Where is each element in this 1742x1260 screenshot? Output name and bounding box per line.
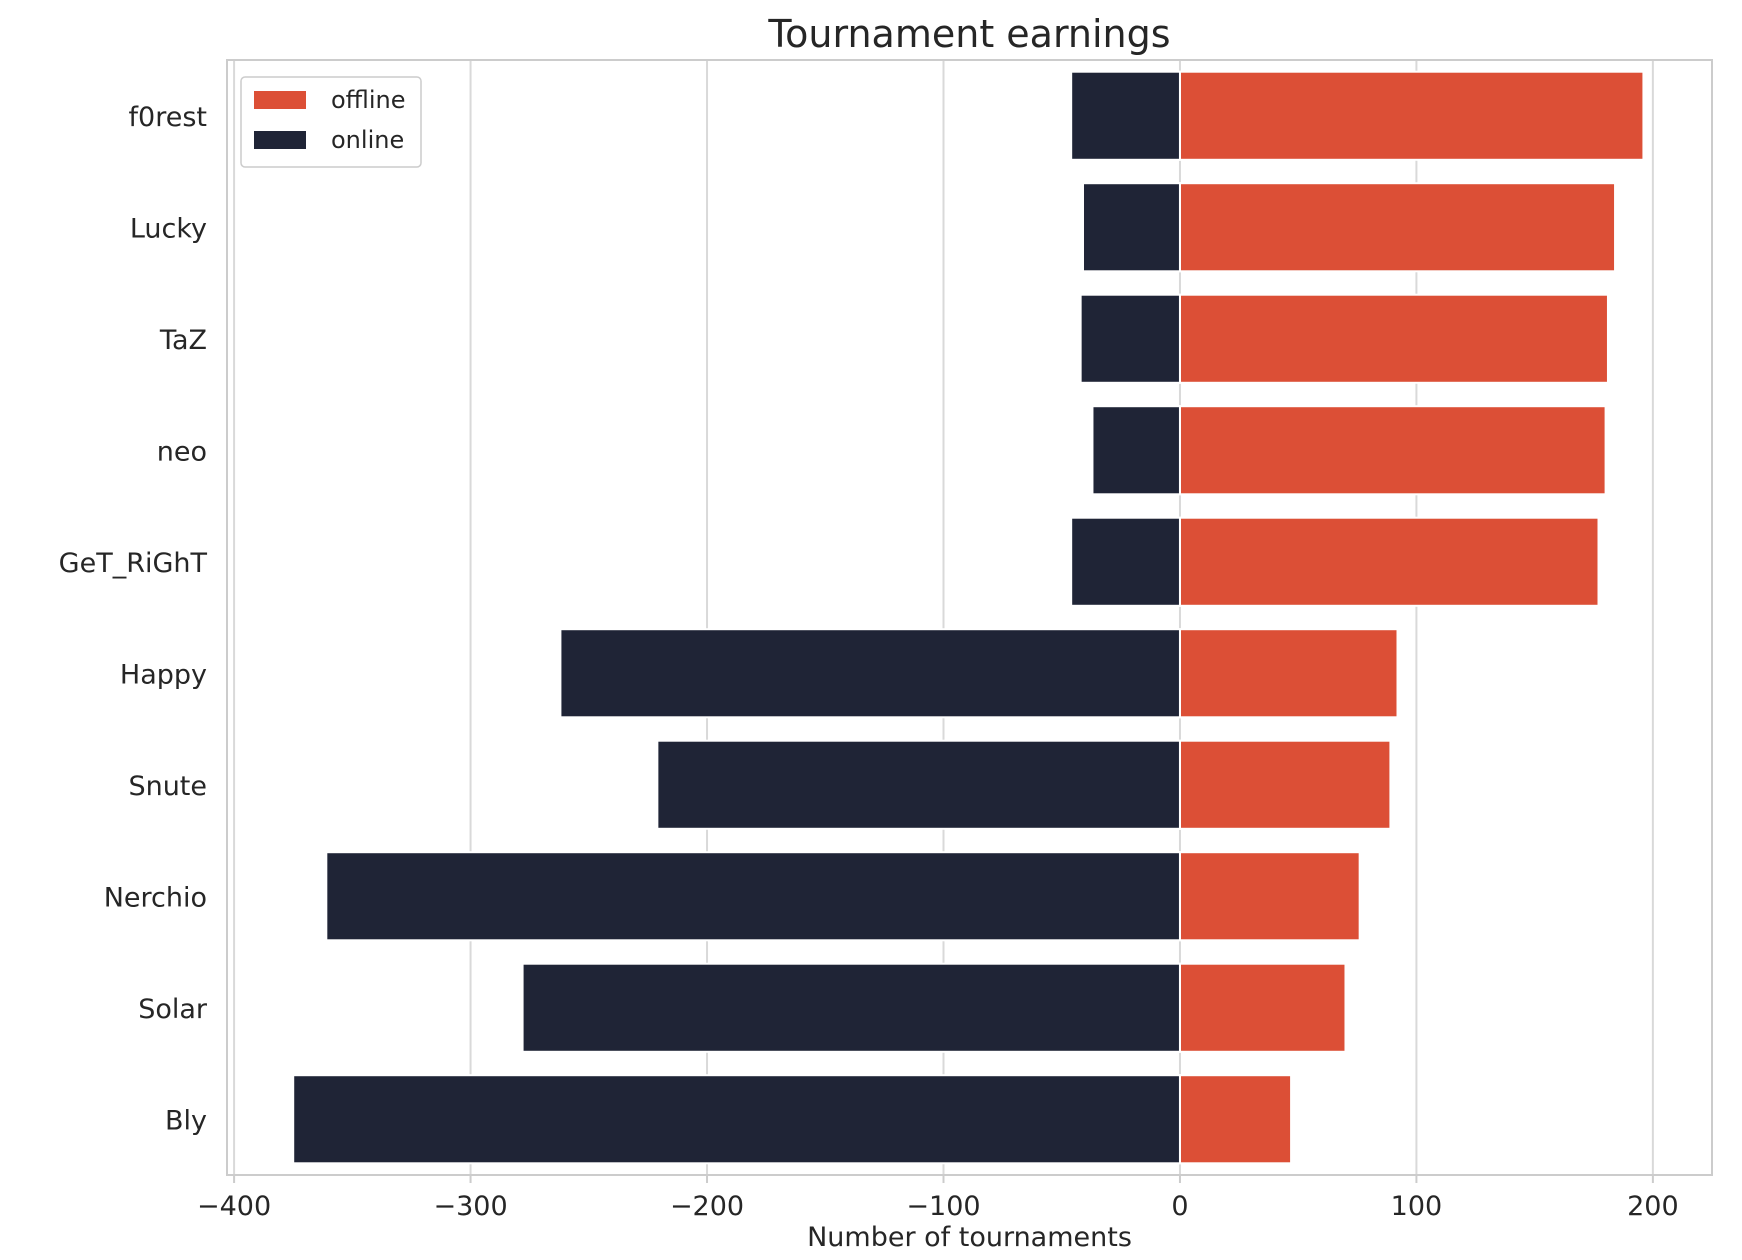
- y-tick-label: Solar: [138, 994, 208, 1025]
- bar-offline: [1178, 293, 1609, 384]
- bar-online: [1082, 182, 1181, 273]
- x-tick-label: −200: [670, 1191, 744, 1222]
- plot-frame: [226, 59, 1713, 1176]
- legend-label-online: online: [331, 126, 404, 154]
- x-tick-label: −100: [906, 1191, 980, 1222]
- y-tick-label: Nerchio: [104, 882, 207, 913]
- x-tick-label: −300: [433, 1191, 507, 1222]
- y-tick-label: neo: [157, 436, 207, 467]
- legend-swatch-online: [254, 131, 306, 149]
- legend: offline online: [240, 76, 422, 168]
- bar-offline: [1178, 962, 1347, 1053]
- x-tick-label: −400: [197, 1191, 271, 1222]
- y-tick-label: Snute: [128, 771, 207, 802]
- bar-online: [1070, 70, 1181, 161]
- bar-online: [559, 628, 1181, 719]
- bar-offline: [1178, 1074, 1293, 1165]
- bar-online: [1091, 405, 1181, 496]
- bar-online: [325, 851, 1181, 942]
- bars: [292, 70, 1645, 1165]
- legend-label-offline: offline: [331, 86, 406, 114]
- y-tick-label: f0rest: [129, 102, 207, 133]
- y-tick-label: TaZ: [159, 325, 207, 356]
- bar-offline: [1178, 628, 1399, 719]
- bar-offline: [1178, 182, 1617, 273]
- y-tick-label: Lucky: [130, 213, 207, 244]
- bar-online: [1070, 516, 1181, 607]
- y-tick-label: Happy: [120, 659, 207, 690]
- legend-swatch-offline: [254, 91, 306, 109]
- bar-offline: [1178, 739, 1392, 830]
- x-tick-label: 200: [1627, 1191, 1679, 1222]
- bar-offline: [1178, 405, 1607, 496]
- bar-offline: [1178, 516, 1600, 607]
- x-tick-label: 0: [1171, 1191, 1188, 1222]
- x-axis-label: Number of tournaments: [807, 1222, 1132, 1253]
- y-tick-label: GeT_RiGhT: [59, 548, 208, 579]
- x-axis: −400 −300 −200 −100 0 100 200: [197, 1175, 1679, 1222]
- y-axis: f0rest Lucky TaZ neo GeT_RiGhT Happy Snute Nerc…: [59, 102, 208, 1137]
- bar-online: [292, 1074, 1181, 1165]
- bar-online: [521, 962, 1181, 1053]
- chart-title: Tournament earnings: [767, 12, 1170, 56]
- y-tick-label: Bly: [165, 1105, 207, 1136]
- bar-offline: [1178, 851, 1361, 942]
- x-tick-label: 100: [1391, 1191, 1443, 1222]
- bar-online: [656, 739, 1181, 830]
- bar-offline: [1178, 70, 1645, 161]
- bar-online: [1079, 293, 1181, 384]
